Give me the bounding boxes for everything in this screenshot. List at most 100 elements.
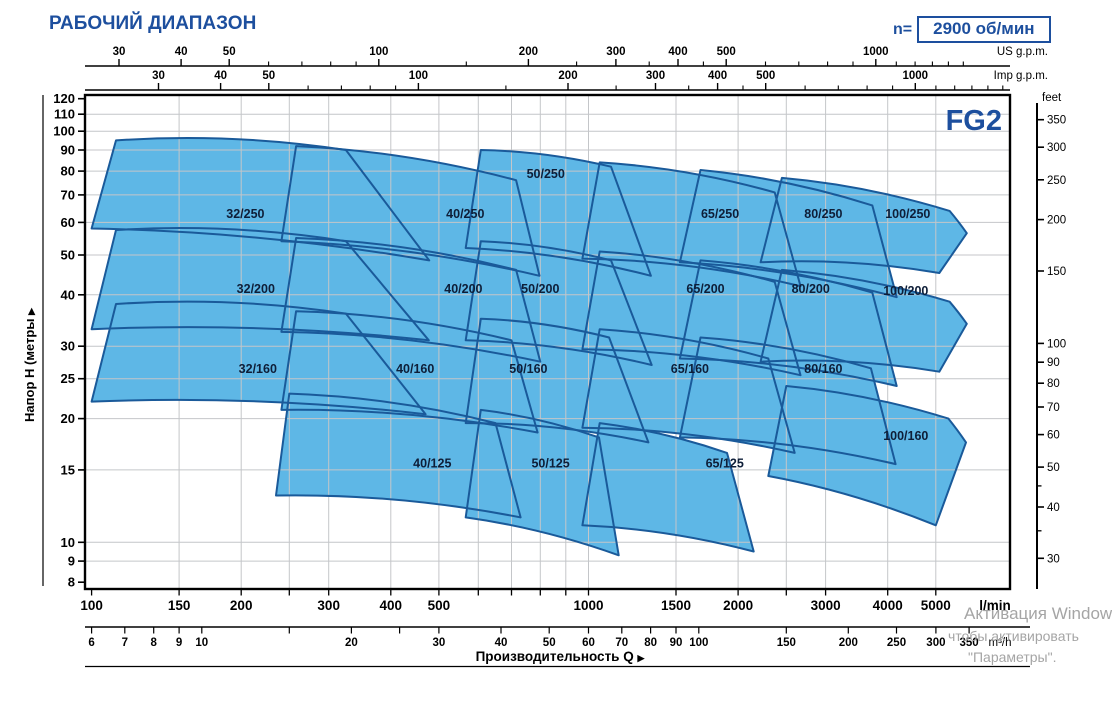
feet-tick-label: 200 [1047, 215, 1066, 227]
pump-region-label: 100/160 [883, 429, 928, 443]
m3h-tick-label: 50 [543, 637, 556, 649]
left-tick-label: 100 [53, 124, 75, 139]
left-tick-label: 15 [61, 462, 75, 477]
speed-prefix: n= [893, 20, 913, 38]
pump-region-label: 50/125 [531, 456, 569, 470]
tick-label: 200 [558, 70, 577, 82]
pump-region-label: 40/250 [446, 207, 484, 221]
lmin-tick-label: 500 [428, 598, 451, 613]
pump-region-fill-50-125 [465, 409, 619, 556]
lmin-tick-label: 400 [380, 598, 403, 613]
left-tick-label: 110 [54, 107, 75, 122]
speed-indicator: n= 2900 об/мин [893, 16, 1051, 43]
pump-region-65-200 [581, 250, 802, 377]
tick-label: 400 [708, 70, 727, 82]
pump-region-label: 100/200 [883, 284, 928, 298]
m3h-tick-label: 7 [122, 637, 128, 649]
lmin-tick-label: 2000 [723, 598, 753, 613]
lmin-tick-label: 100 [80, 598, 103, 613]
feet-tick-label: 80 [1047, 378, 1060, 390]
tick-label: 300 [606, 46, 625, 58]
tick-label: 200 [519, 46, 538, 58]
model-name: FG2 [946, 105, 1002, 137]
tick-label: 1000 [863, 46, 889, 58]
m3h-tick-label: 6 [88, 637, 94, 649]
m3h-tick-label: 80 [644, 637, 657, 649]
left-tick-label: 30 [61, 339, 75, 354]
tick-label: 1000 [903, 70, 929, 82]
axis-lmin: 100 150 200 300 400 500 1000 1500 2000 3000 4000 50… [80, 589, 1011, 613]
pump-region-32-200 [90, 227, 430, 342]
pump-region-100-250 [759, 176, 968, 274]
m3h-tick-label: 40 [495, 637, 508, 649]
feet-tick-label: 300 [1047, 142, 1066, 154]
pump-region-fill-100-160 [768, 386, 966, 526]
axis-us-gpm: 30 40 50 100 200 300 400 500 1000 US g.p.m. [85, 46, 1048, 67]
left-tick-label: 120 [53, 91, 75, 106]
feet-tick-label: 50 [1047, 462, 1060, 474]
left-tick-label: 60 [61, 215, 75, 230]
m3h-tick-label: 60 [582, 637, 595, 649]
lmin-tick-label: 1500 [661, 598, 691, 613]
feet-tick-label: 30 [1047, 553, 1060, 565]
left-tick-label: 10 [61, 535, 75, 550]
feet-tick-label: 70 [1047, 402, 1060, 414]
left-tick-label: 70 [61, 187, 75, 202]
tick-label: 50 [223, 46, 236, 58]
lmin-tick-label: 5000 [921, 598, 951, 613]
pump-region-50-160 [464, 317, 650, 444]
pump-region-40-200 [280, 237, 542, 363]
m3h-tick-label: 30 [433, 637, 446, 649]
speed-value-box: 2900 об/мин [917, 16, 1051, 43]
pump-region-label: 40/200 [444, 282, 482, 296]
lmin-tick-label: 300 [317, 598, 340, 613]
m3h-tick-label: 8 [150, 637, 157, 649]
feet-tick-label: 350 [1047, 115, 1066, 127]
pump-region-label: 65/250 [701, 207, 739, 221]
tick-label: 500 [756, 70, 775, 82]
pump-region-label: 40/125 [413, 456, 451, 470]
plot-frame [83, 93, 1012, 591]
pump-region-label: 50/200 [521, 282, 559, 296]
axis-feet-right: feet 350 300 250 200 150 100 90 80 70 60 50 40 30 [1036, 92, 1066, 589]
axis-imp-gpm: 30 40 50 100 200 300 400 500 1000 Imp g.p.m. [85, 70, 1048, 91]
pump-regions-outline [90, 136, 968, 557]
left-tick-label: 80 [61, 164, 75, 179]
pump-region-label: 65/125 [706, 456, 744, 470]
left-tick-label: 40 [61, 287, 75, 302]
x-axis-arrow-icon: ▶ [636, 653, 645, 663]
pump-region-labels: 32/250 40/250 50/250 65/250 80/250 100/250 32/… [226, 167, 930, 471]
m3h-tick-label: 9 [176, 637, 182, 649]
pump-region-50-200 [464, 240, 653, 366]
pump-region-label: 65/160 [671, 362, 709, 376]
pump-region-65-250 [581, 161, 802, 288]
pump-region-label: 80/200 [792, 282, 830, 296]
left-tick-label: 90 [61, 143, 75, 158]
tick-label: 100 [369, 46, 388, 58]
tick-label: 40 [214, 70, 227, 82]
pump-region-100-160 [767, 385, 967, 527]
m3h-tick-label: 200 [839, 637, 858, 649]
left-tick-label: 20 [61, 411, 75, 426]
pump-region-100-200 [759, 268, 968, 373]
pump-region-label: 32/200 [237, 282, 275, 296]
tick-label: 500 [717, 46, 736, 58]
pump-region-label: 100/250 [885, 207, 930, 221]
m3h-tick-label: 100 [689, 637, 708, 649]
m3h-tick-label: 70 [615, 637, 628, 649]
pump-region-80-160 [678, 336, 897, 466]
m3h-tick-label: 20 [345, 637, 358, 649]
axis-us-gpm-unit-label: US g.p.m. [997, 46, 1048, 58]
pump-region-50-125 [464, 408, 620, 557]
axis-imp-gpm-unit-label: Imp g.p.m. [994, 70, 1048, 82]
pump-region-40-250 [280, 145, 541, 277]
m3h-tick-label: 10 [195, 637, 208, 649]
feet-tick-label: 60 [1047, 430, 1060, 442]
feet-axis-unit-label: feet [1042, 92, 1062, 104]
left-tick-label: 50 [61, 248, 75, 263]
pump-region-80-250 [678, 169, 898, 299]
feet-tick-label: 90 [1047, 357, 1060, 369]
m3h-unit-label: m³/h [989, 637, 1012, 649]
x-axis-title: Производительность Q ▶ [476, 649, 646, 664]
